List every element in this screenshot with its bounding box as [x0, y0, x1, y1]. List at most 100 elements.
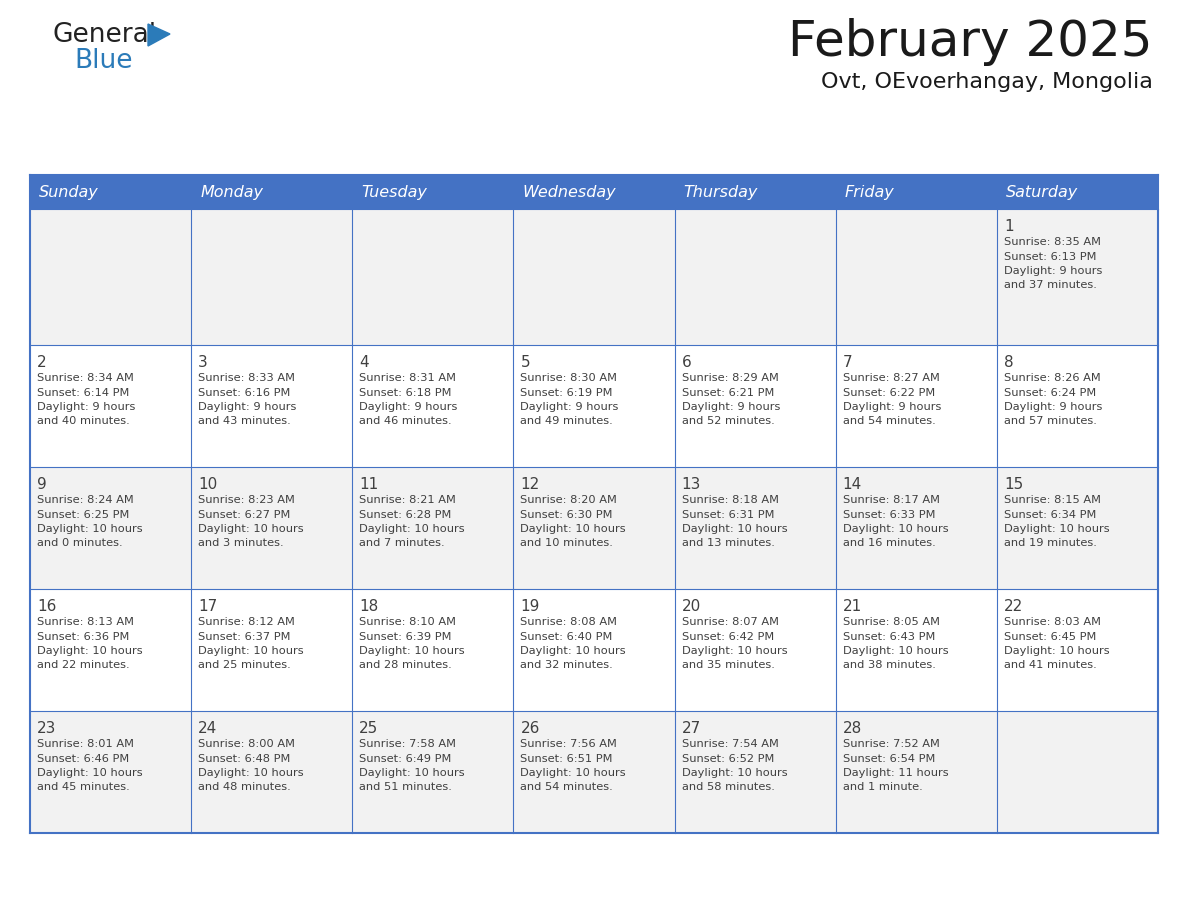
Text: Sunrise: 7:56 AM: Sunrise: 7:56 AM: [520, 739, 618, 749]
Bar: [997, 589, 1158, 711]
Text: Sunrise: 8:29 AM: Sunrise: 8:29 AM: [682, 373, 778, 383]
Text: 5: 5: [520, 355, 530, 370]
Text: 10: 10: [198, 477, 217, 492]
Text: Sunset: 6:40 PM: Sunset: 6:40 PM: [520, 632, 613, 642]
Text: Daylight: 10 hours: Daylight: 10 hours: [682, 646, 788, 656]
Bar: [513, 467, 675, 589]
Bar: [353, 589, 513, 711]
Text: Sunset: 6:36 PM: Sunset: 6:36 PM: [37, 632, 129, 642]
Bar: [191, 175, 353, 209]
Bar: [30, 345, 191, 467]
Text: and 58 minutes.: and 58 minutes.: [682, 782, 775, 792]
Bar: [191, 711, 353, 833]
Text: Sunset: 6:43 PM: Sunset: 6:43 PM: [842, 632, 935, 642]
Text: 26: 26: [520, 721, 539, 736]
Bar: [997, 175, 1158, 209]
Text: Sunset: 6:48 PM: Sunset: 6:48 PM: [198, 754, 291, 764]
Text: Daylight: 9 hours: Daylight: 9 hours: [359, 402, 457, 412]
Text: Monday: Monday: [200, 185, 264, 199]
Text: and 54 minutes.: and 54 minutes.: [842, 417, 935, 427]
Bar: [353, 711, 513, 833]
Text: Daylight: 10 hours: Daylight: 10 hours: [359, 646, 465, 656]
Text: and 51 minutes.: and 51 minutes.: [359, 782, 453, 792]
Text: Sunrise: 8:24 AM: Sunrise: 8:24 AM: [37, 495, 134, 505]
Text: and 28 minutes.: and 28 minutes.: [359, 660, 453, 670]
Text: 21: 21: [842, 599, 862, 614]
Text: Daylight: 10 hours: Daylight: 10 hours: [682, 768, 788, 778]
Text: Sunset: 6:54 PM: Sunset: 6:54 PM: [842, 754, 935, 764]
Text: Sunset: 6:37 PM: Sunset: 6:37 PM: [198, 632, 291, 642]
Text: and 0 minutes.: and 0 minutes.: [37, 539, 122, 548]
Text: Daylight: 10 hours: Daylight: 10 hours: [198, 768, 304, 778]
Bar: [513, 711, 675, 833]
Text: 13: 13: [682, 477, 701, 492]
Text: 15: 15: [1004, 477, 1023, 492]
Text: Daylight: 9 hours: Daylight: 9 hours: [682, 402, 781, 412]
Text: 2: 2: [37, 355, 46, 370]
Text: Sunrise: 8:26 AM: Sunrise: 8:26 AM: [1004, 373, 1100, 383]
Bar: [997, 711, 1158, 833]
Bar: [675, 175, 835, 209]
Text: Sunrise: 8:20 AM: Sunrise: 8:20 AM: [520, 495, 618, 505]
Text: and 3 minutes.: and 3 minutes.: [198, 539, 284, 548]
Text: 16: 16: [37, 599, 56, 614]
Text: Sunrise: 8:31 AM: Sunrise: 8:31 AM: [359, 373, 456, 383]
Text: and 13 minutes.: and 13 minutes.: [682, 539, 775, 548]
Text: 3: 3: [198, 355, 208, 370]
Text: Sunrise: 8:30 AM: Sunrise: 8:30 AM: [520, 373, 618, 383]
Bar: [30, 175, 191, 209]
Text: General: General: [52, 22, 156, 48]
Text: Sunrise: 8:33 AM: Sunrise: 8:33 AM: [198, 373, 295, 383]
Text: Friday: Friday: [845, 185, 895, 199]
Text: Sunset: 6:22 PM: Sunset: 6:22 PM: [842, 387, 935, 397]
Text: 18: 18: [359, 599, 379, 614]
Text: and 46 minutes.: and 46 minutes.: [359, 417, 451, 427]
Text: Sunrise: 8:15 AM: Sunrise: 8:15 AM: [1004, 495, 1101, 505]
Bar: [191, 209, 353, 345]
Text: 9: 9: [37, 477, 46, 492]
Text: Sunset: 6:25 PM: Sunset: 6:25 PM: [37, 509, 129, 520]
Text: and 37 minutes.: and 37 minutes.: [1004, 281, 1097, 290]
Text: 6: 6: [682, 355, 691, 370]
Text: Daylight: 9 hours: Daylight: 9 hours: [37, 402, 135, 412]
Text: Daylight: 10 hours: Daylight: 10 hours: [359, 768, 465, 778]
Text: Sunset: 6:34 PM: Sunset: 6:34 PM: [1004, 509, 1097, 520]
Text: Sunrise: 8:12 AM: Sunrise: 8:12 AM: [198, 617, 295, 627]
Text: 11: 11: [359, 477, 379, 492]
Text: Sunrise: 8:01 AM: Sunrise: 8:01 AM: [37, 739, 134, 749]
Bar: [353, 209, 513, 345]
Text: Sunrise: 8:03 AM: Sunrise: 8:03 AM: [1004, 617, 1101, 627]
Text: Sunrise: 8:34 AM: Sunrise: 8:34 AM: [37, 373, 134, 383]
Text: 17: 17: [198, 599, 217, 614]
Text: 25: 25: [359, 721, 379, 736]
Bar: [191, 345, 353, 467]
Text: Sunrise: 8:18 AM: Sunrise: 8:18 AM: [682, 495, 778, 505]
Text: Sunset: 6:49 PM: Sunset: 6:49 PM: [359, 754, 451, 764]
Text: 28: 28: [842, 721, 862, 736]
Text: 22: 22: [1004, 599, 1023, 614]
Text: and 22 minutes.: and 22 minutes.: [37, 660, 129, 670]
Text: Sunrise: 8:13 AM: Sunrise: 8:13 AM: [37, 617, 134, 627]
Text: 19: 19: [520, 599, 539, 614]
Text: Sunset: 6:52 PM: Sunset: 6:52 PM: [682, 754, 773, 764]
Text: and 40 minutes.: and 40 minutes.: [37, 417, 129, 427]
Text: Saturday: Saturday: [1006, 185, 1078, 199]
Text: Sunset: 6:21 PM: Sunset: 6:21 PM: [682, 387, 773, 397]
Text: 27: 27: [682, 721, 701, 736]
Text: Sunset: 6:46 PM: Sunset: 6:46 PM: [37, 754, 129, 764]
Bar: [513, 209, 675, 345]
Text: 20: 20: [682, 599, 701, 614]
Bar: [30, 589, 191, 711]
Bar: [30, 209, 191, 345]
Text: and 41 minutes.: and 41 minutes.: [1004, 660, 1097, 670]
Text: Sunrise: 8:10 AM: Sunrise: 8:10 AM: [359, 617, 456, 627]
Text: Daylight: 9 hours: Daylight: 9 hours: [842, 402, 941, 412]
Text: Sunrise: 8:07 AM: Sunrise: 8:07 AM: [682, 617, 778, 627]
Bar: [675, 467, 835, 589]
Text: and 16 minutes.: and 16 minutes.: [842, 539, 935, 548]
Text: 24: 24: [198, 721, 217, 736]
Text: Daylight: 9 hours: Daylight: 9 hours: [520, 402, 619, 412]
Text: Daylight: 10 hours: Daylight: 10 hours: [842, 524, 948, 534]
Text: Sunrise: 8:21 AM: Sunrise: 8:21 AM: [359, 495, 456, 505]
Text: Sunset: 6:14 PM: Sunset: 6:14 PM: [37, 387, 129, 397]
